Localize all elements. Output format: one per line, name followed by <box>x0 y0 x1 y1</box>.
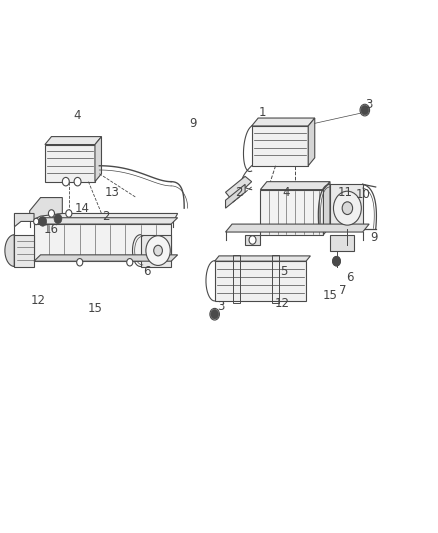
Polygon shape <box>30 198 62 221</box>
Circle shape <box>360 104 370 116</box>
Polygon shape <box>252 126 308 166</box>
Text: 16: 16 <box>44 223 59 236</box>
Text: 9: 9 <box>370 231 377 244</box>
Circle shape <box>361 106 369 115</box>
Text: 2: 2 <box>102 209 110 223</box>
Polygon shape <box>308 118 315 166</box>
Text: 11: 11 <box>338 186 353 199</box>
Polygon shape <box>5 235 14 266</box>
Circle shape <box>127 259 133 266</box>
Polygon shape <box>30 214 178 221</box>
Circle shape <box>62 177 69 186</box>
Text: 6: 6 <box>346 271 353 284</box>
Text: 4: 4 <box>283 186 290 199</box>
Polygon shape <box>245 235 260 245</box>
Polygon shape <box>330 235 354 251</box>
Polygon shape <box>14 235 34 266</box>
Polygon shape <box>34 255 178 261</box>
Polygon shape <box>95 136 102 182</box>
Polygon shape <box>215 256 311 261</box>
Text: 3: 3 <box>365 98 373 111</box>
Polygon shape <box>226 176 252 200</box>
Circle shape <box>210 309 219 320</box>
Text: 9: 9 <box>189 117 197 130</box>
Circle shape <box>74 177 81 186</box>
Polygon shape <box>252 118 315 126</box>
Circle shape <box>342 202 353 215</box>
Text: 3: 3 <box>218 300 225 313</box>
Text: 4: 4 <box>74 109 81 122</box>
Text: 13: 13 <box>105 186 120 199</box>
Polygon shape <box>34 217 178 224</box>
Text: 15: 15 <box>322 289 337 302</box>
Circle shape <box>39 216 47 226</box>
Polygon shape <box>141 235 171 266</box>
Circle shape <box>154 245 162 256</box>
Text: 15: 15 <box>88 302 102 316</box>
Circle shape <box>77 259 83 266</box>
Circle shape <box>332 256 340 266</box>
Circle shape <box>249 236 256 244</box>
Circle shape <box>146 236 170 265</box>
Polygon shape <box>260 182 330 190</box>
Circle shape <box>211 310 219 319</box>
Polygon shape <box>45 144 95 182</box>
Text: 6: 6 <box>143 265 151 278</box>
Circle shape <box>54 214 62 223</box>
Circle shape <box>333 191 361 225</box>
Polygon shape <box>260 190 323 235</box>
Polygon shape <box>215 261 306 301</box>
Text: 2: 2 <box>235 186 242 199</box>
Circle shape <box>34 218 39 224</box>
Circle shape <box>66 210 72 217</box>
Text: 10: 10 <box>355 189 370 201</box>
Text: 14: 14 <box>74 201 89 215</box>
Polygon shape <box>34 224 171 261</box>
Polygon shape <box>226 184 245 208</box>
Text: 7: 7 <box>339 284 347 297</box>
Polygon shape <box>330 184 363 229</box>
Circle shape <box>332 256 340 266</box>
Circle shape <box>48 210 54 217</box>
Polygon shape <box>14 214 34 227</box>
Text: 1: 1 <box>259 106 266 119</box>
Polygon shape <box>323 182 330 235</box>
Text: 12: 12 <box>31 294 46 308</box>
Text: 12: 12 <box>275 297 290 310</box>
Polygon shape <box>45 136 102 144</box>
Polygon shape <box>226 224 369 232</box>
Text: 5: 5 <box>281 265 288 278</box>
